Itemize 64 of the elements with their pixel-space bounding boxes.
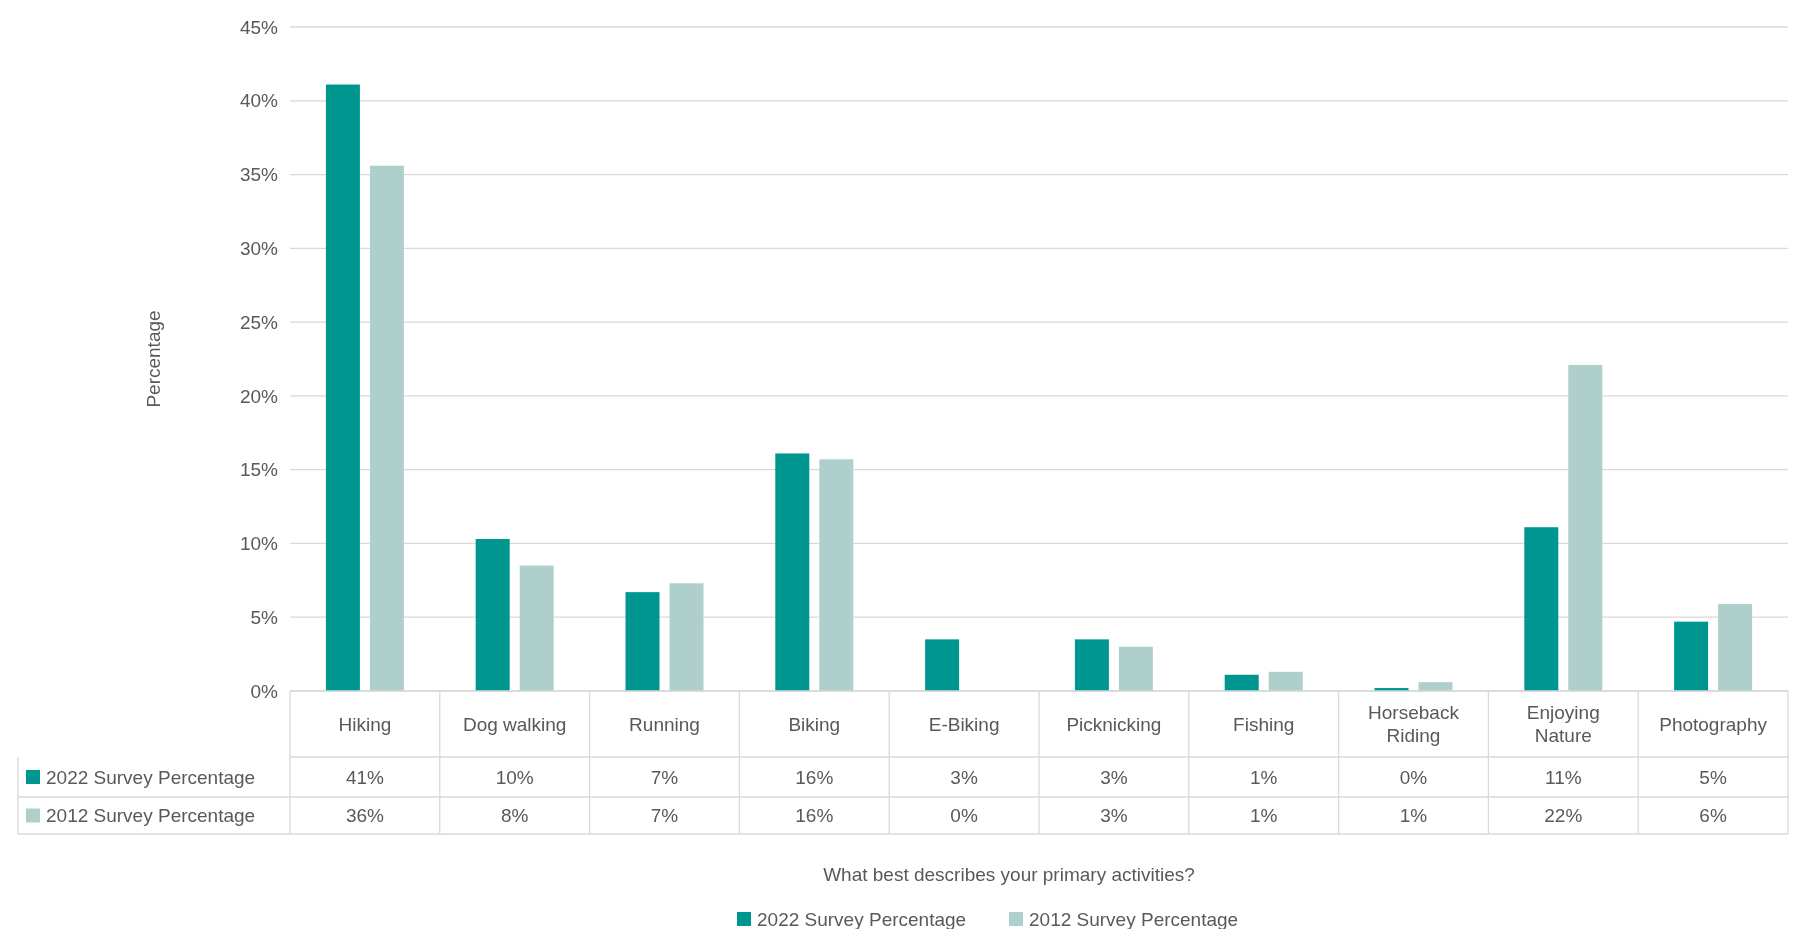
x-tick-label: Running — [629, 713, 700, 735]
data-label: 16% — [795, 805, 834, 827]
legend-label: 2022 Survey Percentage — [46, 766, 256, 788]
data-label: 36% — [345, 805, 385, 827]
text: 2012 Survey Percentage — [1029, 908, 1239, 929]
data-label: 8% — [500, 805, 529, 827]
bar — [1718, 603, 1753, 691]
data-label: 0% — [1399, 766, 1428, 788]
bar — [1224, 674, 1259, 691]
bar — [1268, 671, 1303, 691]
bar — [325, 84, 360, 691]
bar — [475, 539, 510, 691]
data-label: 16% — [795, 766, 834, 788]
bar — [1418, 682, 1453, 691]
x-tick-label: Dog walking — [462, 713, 567, 735]
data-label: 1% — [1399, 805, 1428, 827]
y-axis-title: Percentage — [143, 310, 164, 408]
data-label: 22% — [1544, 805, 1583, 827]
bar — [625, 592, 660, 691]
y-tick-label: 30% — [239, 237, 279, 259]
text: 2022 Survey Percentage — [757, 908, 967, 929]
data-label: 3% — [950, 766, 978, 788]
bar — [1118, 646, 1153, 691]
y-tick-label: 10% — [239, 533, 279, 555]
y-tick-label: 15% — [239, 459, 279, 481]
x-tick-label: Enjoying Nature — [1526, 702, 1600, 747]
data-label: 7% — [650, 805, 679, 827]
bar — [819, 459, 854, 691]
x-tick-label: E-Biking — [928, 713, 1000, 735]
bar — [775, 453, 810, 691]
x-tick-label: Biking — [788, 713, 841, 735]
data-label: 3% — [1100, 805, 1128, 827]
bar — [669, 583, 704, 691]
data-label: 1% — [1249, 805, 1278, 827]
bar — [1074, 639, 1109, 691]
data-label: 5% — [1699, 766, 1727, 788]
data-label: 0% — [950, 805, 978, 827]
bar — [1568, 364, 1603, 691]
x-tick-label: Hiking — [338, 713, 392, 735]
bar — [1524, 527, 1559, 691]
y-tick-label: 40% — [239, 90, 279, 112]
bar — [519, 565, 554, 691]
legend-label: 2012 Survey Percentage — [46, 805, 256, 827]
text: What best describes your primary activities? — [823, 863, 1195, 885]
bar — [1674, 621, 1709, 691]
y-tick-label: 45% — [239, 16, 279, 38]
data-label: 1% — [1249, 766, 1278, 788]
data-label: 41% — [345, 766, 385, 788]
data-label: 7% — [650, 766, 679, 788]
data-label: 11% — [1544, 766, 1582, 788]
bar — [369, 165, 404, 691]
x-tick-label: Fishing — [1233, 713, 1295, 735]
y-tick-label: 5% — [250, 606, 279, 628]
y-tick-label: 25% — [239, 311, 279, 333]
y-tick-label: 0% — [250, 680, 279, 702]
data-label: 10% — [495, 766, 534, 788]
data-label: 3% — [1100, 766, 1128, 788]
bar — [925, 639, 960, 691]
y-tick-label: 35% — [239, 164, 279, 186]
x-tick-label: Picknicking — [1066, 713, 1162, 735]
data-label: 6% — [1699, 805, 1727, 827]
x-tick-label: Photography — [1659, 713, 1768, 735]
y-tick-label: 20% — [239, 385, 279, 407]
x-tick-label: Horseback Riding — [1368, 702, 1460, 747]
